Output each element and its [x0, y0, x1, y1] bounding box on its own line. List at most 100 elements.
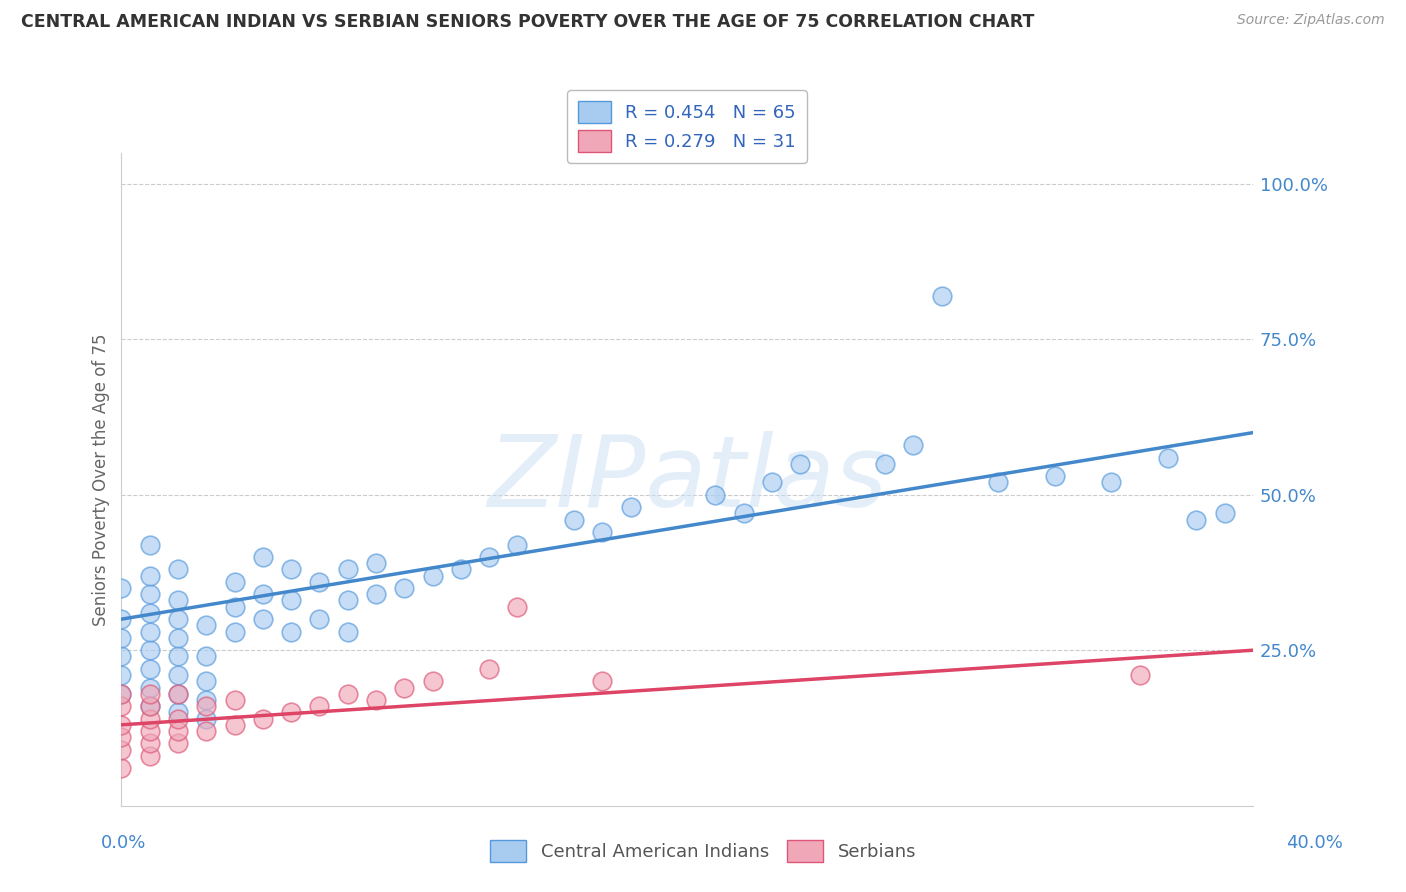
Point — [167, 706, 190, 720]
Point — [280, 706, 302, 720]
Legend: R = 0.454   N = 65, R = 0.279   N = 31: R = 0.454 N = 65, R = 0.279 N = 31 — [568, 90, 807, 163]
Point — [195, 699, 218, 714]
Point — [110, 718, 132, 732]
Point — [138, 712, 160, 726]
Point — [195, 674, 218, 689]
Point — [110, 742, 132, 756]
Point — [789, 457, 811, 471]
Point — [224, 693, 246, 707]
Point — [336, 562, 359, 576]
Point — [308, 574, 330, 589]
Point — [110, 581, 132, 595]
Point — [280, 593, 302, 607]
Point — [280, 624, 302, 639]
Point — [308, 612, 330, 626]
Point — [167, 649, 190, 664]
Point — [478, 549, 501, 564]
Y-axis label: Seniors Poverty Over the Age of 75: Seniors Poverty Over the Age of 75 — [93, 333, 110, 625]
Point — [167, 712, 190, 726]
Point — [875, 457, 897, 471]
Point — [110, 687, 132, 701]
Point — [224, 718, 246, 732]
Point — [224, 574, 246, 589]
Point — [252, 612, 274, 626]
Point — [931, 289, 953, 303]
Point — [591, 525, 613, 540]
Point — [280, 562, 302, 576]
Point — [394, 681, 416, 695]
Point — [195, 618, 218, 632]
Point — [138, 643, 160, 657]
Point — [224, 624, 246, 639]
Point — [1157, 450, 1180, 465]
Point — [506, 599, 529, 614]
Point — [364, 556, 387, 570]
Point — [506, 537, 529, 551]
Point — [138, 662, 160, 676]
Point — [110, 699, 132, 714]
Text: ZIPatlas: ZIPatlas — [486, 431, 887, 528]
Point — [138, 736, 160, 750]
Text: 0.0%: 0.0% — [101, 834, 146, 852]
Point — [110, 668, 132, 682]
Point — [704, 488, 727, 502]
Text: CENTRAL AMERICAN INDIAN VS SERBIAN SENIORS POVERTY OVER THE AGE OF 75 CORRELATIO: CENTRAL AMERICAN INDIAN VS SERBIAN SENIO… — [21, 13, 1035, 31]
Point — [138, 687, 160, 701]
Point — [761, 475, 783, 490]
Point — [364, 587, 387, 601]
Point — [336, 624, 359, 639]
Text: 40.0%: 40.0% — [1286, 834, 1343, 852]
Point — [336, 593, 359, 607]
Point — [195, 693, 218, 707]
Point — [195, 712, 218, 726]
Point — [110, 761, 132, 775]
Point — [733, 507, 755, 521]
Point — [422, 674, 444, 689]
Point — [138, 699, 160, 714]
Point — [450, 562, 472, 576]
Point — [138, 587, 160, 601]
Point — [1185, 513, 1208, 527]
Point — [110, 631, 132, 645]
Point — [308, 699, 330, 714]
Point — [252, 549, 274, 564]
Point — [110, 731, 132, 745]
Point — [336, 687, 359, 701]
Point — [167, 612, 190, 626]
Legend: Central American Indians, Serbians: Central American Indians, Serbians — [482, 833, 924, 870]
Point — [138, 748, 160, 763]
Point — [224, 599, 246, 614]
Point — [1043, 469, 1066, 483]
Point — [619, 500, 641, 515]
Point — [562, 513, 585, 527]
Point — [1129, 668, 1152, 682]
Point — [138, 699, 160, 714]
Point — [394, 581, 416, 595]
Point — [167, 593, 190, 607]
Point — [167, 668, 190, 682]
Point — [138, 624, 160, 639]
Point — [138, 724, 160, 739]
Point — [110, 612, 132, 626]
Point — [195, 649, 218, 664]
Point — [1213, 507, 1236, 521]
Point — [110, 687, 132, 701]
Point — [1099, 475, 1122, 490]
Point — [252, 712, 274, 726]
Point — [138, 681, 160, 695]
Point — [167, 736, 190, 750]
Point — [987, 475, 1010, 490]
Point — [110, 649, 132, 664]
Point — [167, 687, 190, 701]
Point — [903, 438, 925, 452]
Point — [138, 606, 160, 620]
Point — [167, 631, 190, 645]
Point — [252, 587, 274, 601]
Point — [167, 562, 190, 576]
Point — [478, 662, 501, 676]
Point — [591, 674, 613, 689]
Point — [364, 693, 387, 707]
Text: Source: ZipAtlas.com: Source: ZipAtlas.com — [1237, 13, 1385, 28]
Point — [167, 724, 190, 739]
Point — [195, 724, 218, 739]
